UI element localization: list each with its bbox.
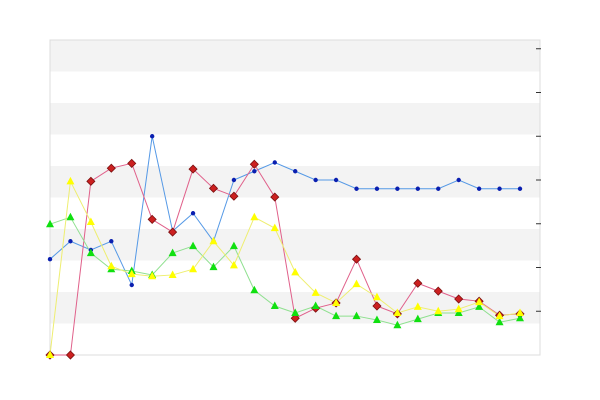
marker [190, 211, 196, 216]
marker [147, 214, 157, 224]
background-band [50, 260, 540, 292]
marker [395, 186, 400, 191]
marker [313, 177, 318, 183]
marker [229, 260, 238, 269]
marker [189, 264, 198, 273]
marker [46, 350, 54, 358]
marker [229, 191, 239, 201]
marker [86, 176, 96, 186]
marker [393, 308, 402, 316]
background-band [50, 40, 540, 72]
marker [229, 241, 238, 250]
marker [413, 278, 423, 288]
marker [475, 302, 484, 310]
marker [436, 186, 441, 191]
marker [495, 317, 504, 326]
marker [188, 164, 198, 174]
marker [475, 297, 484, 306]
marker [516, 313, 524, 322]
marker [270, 192, 280, 202]
marker [495, 311, 504, 320]
background-band [50, 134, 540, 166]
marker [311, 288, 320, 296]
marker [250, 212, 259, 221]
marker [168, 227, 178, 237]
marker [290, 313, 300, 323]
marker [517, 186, 523, 191]
marker [497, 186, 502, 191]
marker [129, 282, 134, 288]
marker [249, 159, 259, 169]
marker [209, 236, 218, 245]
marker [372, 301, 382, 311]
marker [291, 267, 300, 276]
marker [351, 254, 362, 264]
marker [47, 256, 53, 262]
marker [413, 302, 422, 310]
marker [127, 269, 136, 278]
marker [332, 311, 341, 320]
marker [272, 160, 277, 165]
marker [354, 186, 359, 191]
marker [293, 169, 298, 174]
marker [127, 158, 137, 168]
marker [270, 223, 279, 232]
marker [393, 320, 402, 329]
marker [413, 314, 422, 323]
marker [189, 241, 198, 250]
background-band [50, 71, 540, 103]
series-line [49, 216, 521, 326]
marker [208, 183, 219, 193]
marker [86, 217, 95, 225]
marker [252, 169, 257, 174]
marker [109, 239, 114, 244]
marker [168, 248, 177, 257]
background-band [50, 103, 540, 135]
marker [476, 186, 482, 191]
marker [86, 248, 95, 257]
marker [374, 186, 380, 191]
marker [454, 308, 463, 316]
marker [68, 239, 73, 244]
marker [454, 304, 463, 313]
series-line [49, 136, 520, 287]
marker [415, 186, 421, 191]
marker [333, 177, 339, 183]
marker [46, 219, 54, 228]
marker [66, 176, 75, 185]
marker [148, 271, 157, 280]
marker [291, 308, 300, 316]
marker [352, 279, 361, 288]
marker [65, 350, 76, 360]
marker [433, 286, 443, 296]
marker [516, 308, 524, 316]
marker [332, 298, 341, 306]
marker [270, 301, 279, 309]
background-band [50, 197, 540, 229]
marker [434, 306, 443, 315]
marker [372, 292, 381, 301]
marker [107, 261, 116, 270]
marker [352, 311, 361, 320]
marker [209, 262, 218, 271]
series-line [49, 179, 521, 356]
plot-frame [49, 39, 541, 356]
marker [231, 177, 237, 183]
marker [149, 134, 155, 139]
marker [250, 285, 259, 294]
marker [106, 163, 116, 173]
background-band [50, 229, 540, 261]
marker [372, 315, 381, 323]
marker [66, 212, 75, 221]
marker [456, 177, 461, 183]
marker [454, 294, 464, 304]
marker [168, 270, 177, 278]
marker [311, 301, 320, 309]
background-band [50, 323, 540, 355]
